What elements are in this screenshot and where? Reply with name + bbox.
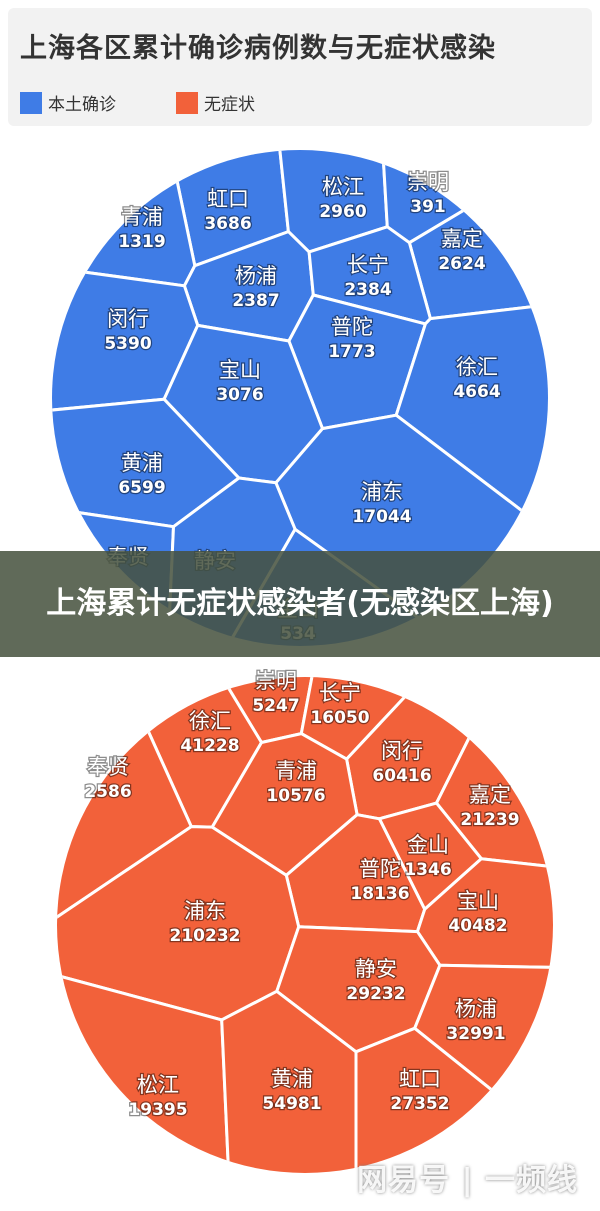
cell-value-label: 40482	[448, 916, 507, 936]
cell-value-label: 2387	[232, 291, 279, 311]
cell-name-label: 静安	[355, 957, 397, 981]
cell-value-label: 18136	[350, 884, 409, 904]
cell-value-label: 1346	[404, 860, 451, 880]
cell-value-label: 16050	[310, 708, 369, 728]
cell-name-label: 崇明	[407, 170, 449, 194]
chart-title: 上海各区累计确诊病例数与无症状感染	[20, 33, 496, 64]
cell-name-label: 闵行	[381, 739, 423, 763]
cell-value-label: 41228	[180, 736, 239, 756]
cell-name-label: 长宁	[347, 253, 389, 277]
overlay-banner: 上海累计无症状感染者(无感染区上海)	[0, 551, 600, 657]
cell-name-label: 杨浦	[455, 997, 497, 1021]
cell-name-label: 青浦	[121, 205, 163, 229]
cell-value-label: 391	[410, 197, 446, 217]
cell-name-label: 徐汇	[456, 355, 498, 379]
legend-swatch-confirmed	[20, 91, 42, 114]
cell-value-label: 2960	[319, 202, 366, 222]
cell-value-label: 54981	[262, 1094, 321, 1114]
cell-name-label: 金山	[407, 833, 449, 857]
cell-奉贤	[52, 499, 175, 646]
cell-崇明	[372, 150, 548, 245]
cell-name-label: 普陀	[359, 857, 401, 881]
cell-value-label: 4664	[453, 382, 500, 402]
legend-item-asymptomatic: 无症状	[176, 90, 255, 115]
banner-text: 上海累计无症状感染者(无感染区上海)	[46, 586, 554, 621]
legend-label-confirmed: 本土确诊	[48, 95, 116, 115]
cell-value-label: 32991	[446, 1024, 505, 1044]
cell-name-label: 宝山	[219, 358, 261, 382]
cell-value-label: 1773	[328, 342, 375, 362]
cell-value-label: 10576	[266, 786, 325, 806]
cell-value-label: 2624	[438, 254, 485, 274]
cell-name-label: 浦东	[184, 899, 226, 923]
cell-name-label: 宝山	[457, 889, 499, 913]
cell-name-label: 长宁	[319, 681, 361, 705]
legend-swatch-asymptomatic	[176, 91, 198, 114]
cell-name-label: 杨浦	[235, 264, 277, 288]
cell-value-label: 19395	[128, 1100, 187, 1120]
chart-header: 上海各区累计确诊病例数与无症状感染 本土确诊 无症状	[8, 8, 592, 126]
cell-name-label: 徐汇	[189, 709, 231, 733]
cell-value-label: 1319	[118, 232, 165, 252]
cell-浦东	[57, 825, 301, 1022]
cell-value-label: 60416	[372, 766, 431, 786]
cell-name-label: 浦东	[361, 480, 403, 504]
cell-value-label: 3686	[204, 214, 251, 234]
cell-name-label: 崇明	[255, 669, 297, 693]
cell-value-label: 2384	[344, 280, 391, 300]
cell-value-label: 2586	[84, 782, 131, 802]
cell-value-label: 27352	[390, 1094, 449, 1114]
cell-name-label: 虹口	[399, 1067, 441, 1091]
cell-徐汇	[394, 297, 548, 572]
cell-name-label: 青浦	[275, 759, 317, 783]
cell-name-label: 普陀	[331, 315, 373, 339]
cell-value-label: 17044	[352, 507, 411, 527]
cell-value-label: 21239	[460, 810, 519, 830]
cell-name-label: 奉贤	[87, 755, 129, 779]
watermark: 网易号 | 一频线	[357, 1163, 578, 1198]
cell-value-label: 29232	[346, 984, 405, 1004]
cell-value-label: 6599	[118, 478, 165, 498]
cell-name-label: 黄浦	[121, 451, 163, 475]
cell-value-label: 210232	[170, 926, 241, 946]
legend-label-asymptomatic: 无症状	[204, 95, 255, 115]
cell-name-label: 嘉定	[441, 227, 483, 251]
legend-item-confirmed: 本土确诊	[20, 90, 116, 115]
cell-value-label: 5247	[252, 696, 299, 716]
cell-value-label: 3076	[216, 385, 263, 405]
cell-name-label: 松江	[137, 1073, 179, 1097]
cell-value-label: 5390	[104, 334, 151, 354]
cell-name-label: 虹口	[207, 187, 249, 211]
cell-name-label: 松江	[322, 175, 364, 199]
cell-name-label: 黄浦	[271, 1067, 313, 1091]
cell-name-label: 闵行	[107, 307, 149, 331]
cell-name-label: 嘉定	[469, 783, 511, 807]
